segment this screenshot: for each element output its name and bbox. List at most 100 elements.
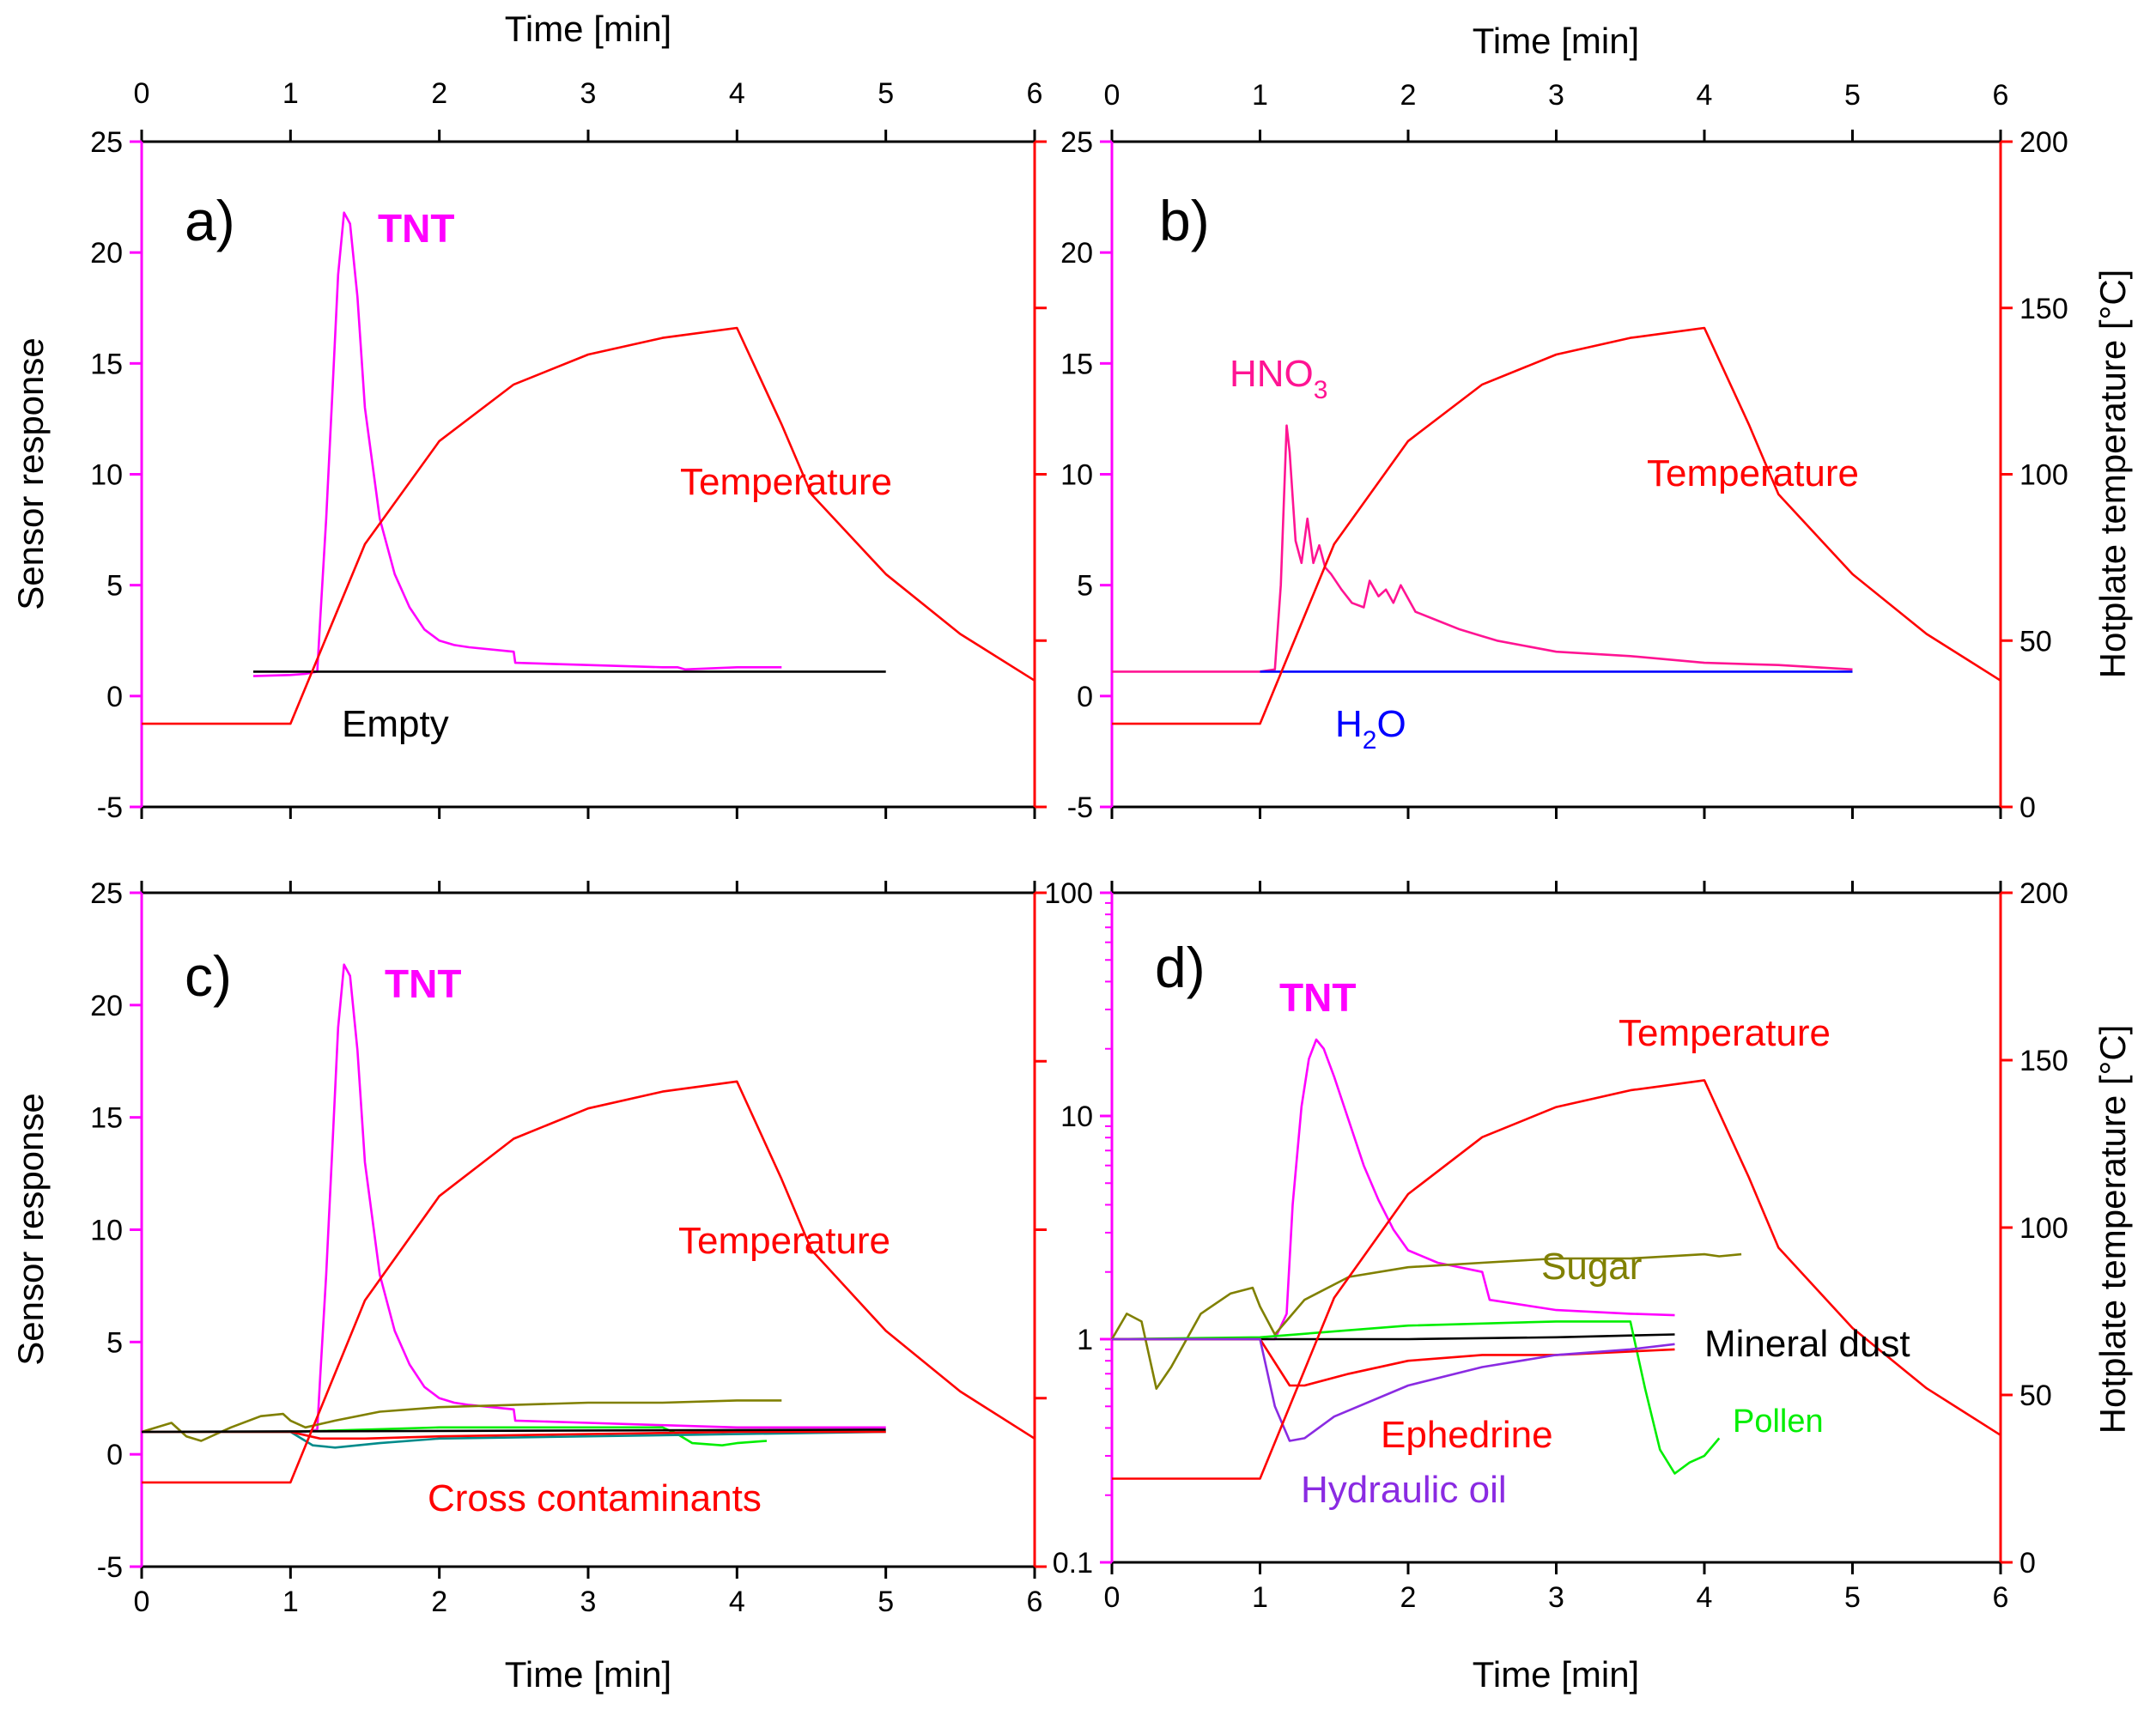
panel-a-top-xtick-label: 2 [431,77,447,110]
panel-a-top-xtick-label: 4 [729,77,745,110]
panel-c-tnt-label: TNT [385,961,461,1006]
panel-c-temperature-line [142,1080,1035,1484]
panel-d-plot: 0 1 2 3 4 5 6 0.1 1 10 100 0 50 100 150 200 [1044,877,2068,1614]
panel-a-top-xtick-label: 5 [878,77,894,110]
panel-a-top-xtick-label: 6 [1027,77,1043,110]
panel-a-empty-label: Empty [342,703,449,745]
panel-d-pollen-line [1111,1320,1721,1475]
panel-b-h2o-text-o: O [1376,703,1406,745]
panel-d-sugar-line [1110,1252,1742,1390]
panel-c-xtick-label: 3 [580,1586,597,1618]
panel-b-label: b) [1159,189,1210,252]
panel-b-temperature-label: Temperature [1647,452,1859,494]
panel-a-top-xlabel: Time [min] [505,9,671,49]
panel-c-xtick-label: 2 [431,1586,447,1618]
panel-d-xtick-label: 4 [1697,1581,1713,1614]
panel-c-xtick-label: 4 [729,1586,745,1618]
panel-d-sugar-label: Sugar [1541,1246,1642,1288]
panel-c-ytick-label: 10 [90,1215,123,1247]
panel-b-y2tick-label: 100 [2019,459,2068,492]
panel-c-series-1-line [141,1399,782,1442]
panel-c-cross-contaminants-label: Cross contaminants [428,1477,762,1519]
panel-a-ylabel: Sensor response [10,337,51,610]
panel-b-y2tick-label: 0 [2019,791,2036,824]
panel-a-temperature-line [142,326,1035,725]
panel-a-ytick-label: 20 [90,237,123,270]
panel-a-top-xtick-label: 3 [580,77,597,110]
panel-c-xtick-label: 1 [282,1586,299,1618]
panel-a-ytick-label: -5 [97,791,123,824]
panel-d-y2tick-label: 200 [2019,877,2068,910]
panel-c-ytick-label: 0 [106,1439,123,1471]
panel-d-ytick-label: 10 [1060,1101,1093,1133]
panel-b-ytick-label: 5 [1077,570,1093,603]
panel-d-temperature-line [1112,1079,2001,1480]
panel-c-series-4-line [142,1430,886,1440]
panel-d-y2tick-label: 150 [2019,1045,2068,1077]
panel-d-hydraulic-oil-label: Hydraulic oil [1301,1469,1507,1511]
panel-c-tnt-line [142,963,886,1434]
panel-c-frame [140,891,1036,1568]
panel-b-hno3-text: HNO [1230,353,1314,395]
panel-d-tnt-label: TNT [1279,975,1356,1020]
panel-c-ytick-label: 20 [90,990,123,1022]
panel-a: 0 1 2 3 4 5 6 -5 0 5 10 15 20 25 a) TNT Temperature E… [10,9,1047,824]
panel-b-frame [1110,140,2002,809]
panel-d-xtick-label: 0 [1104,1581,1121,1614]
panel-d-y2tick-label: 0 [2019,1547,2036,1580]
panel-d-pollen-label: Pollen [1733,1404,1824,1440]
panel-a-tnt-line [252,211,782,677]
panel-c-ytick-label: 15 [90,1102,123,1135]
panel-b-top-xtick-label: 5 [1844,79,1861,112]
panel-a-ytick-label: 25 [90,126,123,159]
panel-d-xlabel: Time [min] [1473,1654,1639,1695]
panel-c-series-3-line [142,1430,886,1449]
panel-d-ephedrine-label: Ephedrine [1381,1414,1553,1456]
panel-b-hno3-line [1112,424,1853,673]
panel-c-ylabel: Sensor response [10,1093,51,1366]
panel-d-temperature-label: Temperature [1619,1012,1831,1054]
panel-d-xtick-label: 3 [1548,1581,1564,1614]
panel-a-tnt-label: TNT [378,206,454,251]
panel-c-xtick-label: 0 [134,1586,150,1618]
panel-a-ytick-label: 0 [106,681,123,713]
panel-d-xtick-label: 6 [1993,1581,2009,1614]
panel-a-top-xtick-label: 0 [134,77,150,110]
panel-d: 0 1 2 3 4 5 6 0.1 1 10 100 0 50 100 150 200 d) TNT Temp… [1044,877,2133,1695]
panel-d-ytick-label: 0.1 [1053,1547,1093,1580]
panel-d-xtick-label: 2 [1400,1581,1417,1614]
panel-d-ytick-label: 100 [1044,877,1093,910]
panel-b-hno3-subscript: 3 [1314,376,1328,404]
panel-c-ytick-label: 5 [106,1326,123,1359]
panel-d-xtick-label: 1 [1252,1581,1268,1614]
panel-b-h2o-text-h: H [1335,703,1363,745]
panel-b-top-xtick-label: 2 [1400,79,1417,112]
panel-d-y2tick-label: 100 [2019,1212,2068,1245]
panel-b-top-xtick-label: 0 [1104,79,1121,112]
panel-b-top-xlabel: Time [min] [1473,21,1639,61]
panel-d-ytick-label: 1 [1077,1324,1093,1356]
panel-b-ytick-label: 20 [1060,237,1093,270]
panel-a-ytick-label: 10 [90,459,123,492]
panel-c: 0 1 2 3 4 5 6 -5 0 5 10 15 20 25 c) TNT Temperature C… [10,877,1047,1695]
panel-c-ytick-label: -5 [97,1551,123,1584]
panel-d-label: d) [1155,936,1206,999]
panel-d-xtick-label: 5 [1844,1581,1861,1614]
panel-b-ytick-label: 15 [1060,348,1093,380]
panel-c-series-5-line [141,1428,886,1434]
panel-b-top-xtick-label: 4 [1697,79,1713,112]
panel-d-tnt-line [1112,1038,1675,1341]
panel-a-frame [140,140,1036,809]
panel-a-temperature-label: Temperature [680,461,892,503]
panel-c-plot: 0 1 2 3 4 5 6 -5 0 5 10 15 20 25 [90,877,1047,1618]
panel-c-xtick-label: 5 [878,1586,894,1618]
panel-b-h2o-label: H2O [1335,703,1406,755]
panel-b-top-xtick-label: 3 [1548,79,1564,112]
panel-d-hydraulic-oil-line [1112,1337,1675,1442]
panel-b-ytick-label: 0 [1077,681,1093,713]
panel-d-y2label: Hotplate temperature [°C] [2092,1025,2133,1434]
panel-c-xlabel: Time [min] [505,1654,671,1695]
panel-b-top-xtick-label: 6 [1993,79,2009,112]
